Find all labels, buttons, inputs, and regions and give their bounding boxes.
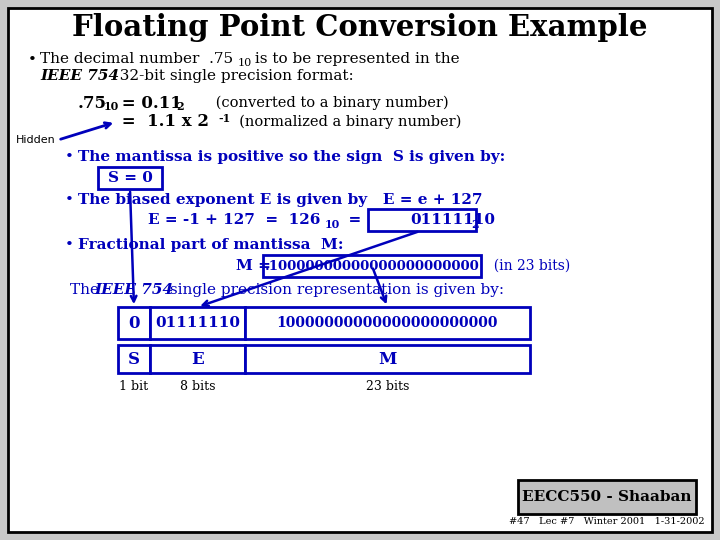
Text: M: M — [378, 350, 397, 368]
Bar — [150, 345, 245, 373]
Text: S: S — [128, 350, 140, 368]
Text: 2: 2 — [176, 102, 184, 112]
Text: (converted to a binary number): (converted to a binary number) — [188, 96, 449, 110]
Bar — [245, 345, 530, 373]
Text: 01111110: 01111110 — [410, 213, 495, 227]
Text: Fractional part of mantissa  M:: Fractional part of mantissa M: — [78, 238, 343, 252]
Text: 8 bits: 8 bits — [180, 380, 215, 393]
Bar — [263, 255, 481, 277]
Text: .10000000000000000000000: .10000000000000000000000 — [265, 260, 480, 273]
Text: The mantissa is positive so the sign  S is given by:: The mantissa is positive so the sign S i… — [78, 150, 505, 164]
Text: 2: 2 — [471, 219, 479, 230]
Text: •: • — [65, 238, 74, 252]
Text: The decimal number  .75: The decimal number .75 — [40, 52, 233, 66]
Bar — [368, 209, 476, 231]
Text: Floating Point Conversion Example: Floating Point Conversion Example — [72, 14, 648, 43]
Text: IEEE 754: IEEE 754 — [40, 69, 119, 83]
Bar — [118, 307, 150, 339]
Text: •: • — [65, 193, 74, 207]
Bar — [518, 480, 696, 514]
Text: Hidden: Hidden — [16, 135, 55, 145]
Text: = 0.11: = 0.11 — [116, 94, 181, 111]
Text: •: • — [65, 150, 74, 164]
Bar — [98, 167, 162, 189]
Text: 1 bit: 1 bit — [120, 380, 148, 393]
Text: •: • — [28, 53, 37, 67]
Text: E = -1 + 127  =  126: E = -1 + 127 = 126 — [148, 213, 320, 227]
Text: IEEE 754: IEEE 754 — [94, 283, 173, 297]
Text: is to be represented in the: is to be represented in the — [250, 52, 459, 66]
Text: =  1.1 x 2: = 1.1 x 2 — [116, 113, 209, 131]
Bar — [150, 307, 245, 339]
Text: M =: M = — [236, 259, 276, 273]
Text: 10: 10 — [104, 102, 120, 112]
Text: =: = — [338, 213, 372, 227]
Text: 10: 10 — [325, 219, 341, 230]
Text: .75: .75 — [78, 94, 107, 111]
Text: The biased exponent E is given by   E = e + 127: The biased exponent E is given by E = e … — [78, 193, 482, 207]
Text: #47   Lec #7   Winter 2001   1-31-2002: #47 Lec #7 Winter 2001 1-31-2002 — [509, 517, 705, 526]
Text: (in 23 bits): (in 23 bits) — [485, 259, 570, 273]
Bar — [245, 307, 530, 339]
Text: EECC550 - Shaaban: EECC550 - Shaaban — [522, 490, 692, 504]
Text: (normalized a binary number): (normalized a binary number) — [230, 115, 462, 129]
Text: E: E — [191, 350, 204, 368]
Text: The: The — [70, 283, 104, 297]
Bar — [118, 345, 150, 373]
Text: 10000000000000000000000: 10000000000000000000000 — [276, 316, 498, 330]
Text: single precision representation is given by:: single precision representation is given… — [165, 283, 504, 297]
Text: 01111110: 01111110 — [155, 316, 240, 330]
Text: 0: 0 — [128, 314, 140, 332]
Text: 23 bits: 23 bits — [366, 380, 409, 393]
Text: 10: 10 — [238, 58, 252, 68]
Text: S = 0: S = 0 — [107, 171, 153, 185]
Text: -1: -1 — [218, 112, 230, 124]
Text: 32-bit single precision format:: 32-bit single precision format: — [110, 69, 354, 83]
